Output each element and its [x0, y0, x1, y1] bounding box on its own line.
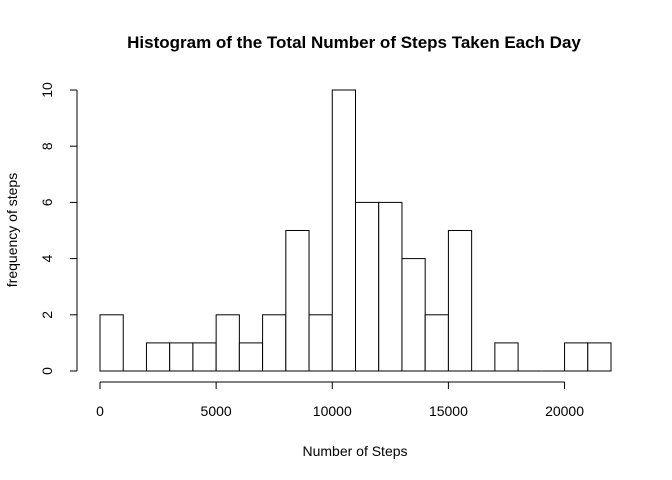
chart-title: Histogram of the Total Number of Steps T…: [127, 33, 581, 52]
y-tick-label-4: 8: [39, 142, 55, 150]
histogram-bar-11: [355, 201, 380, 372]
histogram-bar-8: [285, 230, 310, 372]
y-tick-label-5: 10: [39, 82, 55, 98]
x-tick-label-3: 15000: [429, 403, 468, 419]
histogram-bar-14: [424, 314, 449, 372]
histogram-bar-3: [169, 342, 194, 372]
bars-group: [99, 89, 612, 372]
histogram-bar-4: [192, 342, 217, 372]
x-axis: 0 5000 10000 15000 20000: [96, 381, 584, 419]
y-tick-label-1: 2: [39, 311, 55, 319]
histogram-bar-0: [99, 314, 124, 372]
histogram-bar-17: [494, 342, 519, 372]
histogram-bar-13: [401, 258, 426, 372]
histogram-bar-5: [215, 314, 240, 372]
x-tick-label-1: 5000: [201, 403, 232, 419]
y-axis: 0 2 4 6 8 10: [39, 82, 78, 375]
histogram-bar-12: [378, 201, 403, 372]
x-tick-label-0: 0: [96, 403, 104, 419]
y-tick-label-3: 6: [39, 198, 55, 206]
histogram-bar-20: [564, 342, 589, 372]
histogram-bar-2: [145, 342, 171, 372]
x-tick-label-2: 10000: [313, 403, 352, 419]
histogram-bar-10: [331, 89, 357, 372]
y-tick-label-2: 4: [39, 254, 55, 262]
histogram-bar-15: [447, 230, 473, 372]
histogram-bar-21: [587, 342, 612, 372]
x-axis-label: Number of Steps: [302, 443, 407, 459]
x-tick-label-4: 20000: [545, 403, 584, 419]
histogram-bar-7: [262, 314, 287, 372]
histogram-bar-6: [238, 342, 264, 372]
y-tick-label-0: 0: [39, 367, 55, 375]
histogram-bar-9: [308, 314, 333, 372]
y-axis-label: frequency of steps: [4, 173, 20, 287]
